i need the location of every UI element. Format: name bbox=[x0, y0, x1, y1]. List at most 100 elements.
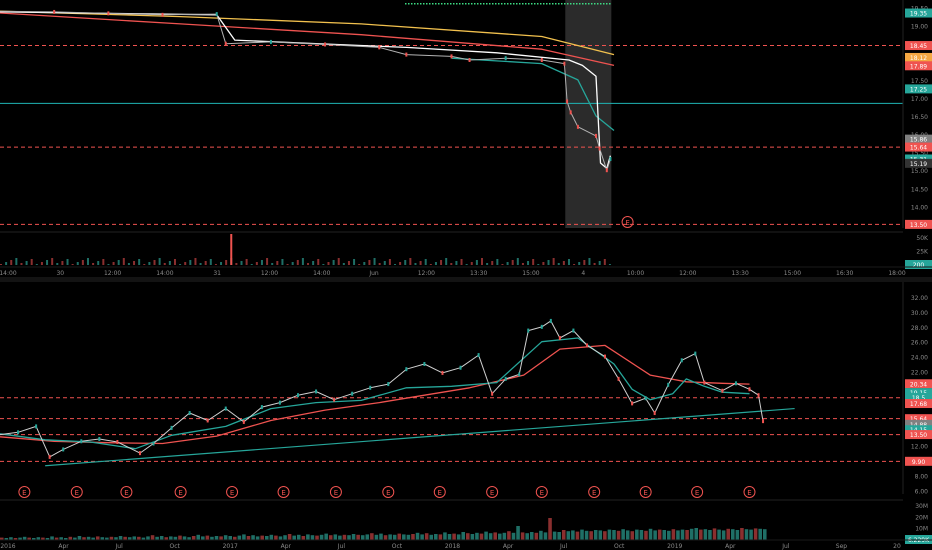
pane-divider[interactable] bbox=[0, 277, 932, 282]
price-label-badge[interactable] bbox=[905, 8, 932, 18]
signal-dot bbox=[573, 3, 575, 5]
price-label-badge[interactable] bbox=[905, 456, 932, 466]
earnings-event-marker[interactable] bbox=[329, 486, 342, 498]
volume-bar bbox=[310, 535, 315, 540]
price-label-badge[interactable] bbox=[905, 84, 932, 94]
volume-bar bbox=[9, 537, 13, 540]
signal-dot bbox=[600, 3, 602, 5]
volume-bar bbox=[27, 537, 31, 540]
candle bbox=[296, 393, 299, 398]
volume-bar bbox=[163, 263, 166, 265]
candle bbox=[644, 396, 647, 401]
earnings-event-marker[interactable] bbox=[174, 486, 187, 498]
time-axis-tick: 13:30 bbox=[470, 270, 487, 277]
earnings-event-marker[interactable] bbox=[535, 486, 548, 498]
signal-dot bbox=[606, 3, 608, 5]
volume-bar bbox=[358, 264, 361, 265]
volume-bar bbox=[278, 536, 283, 540]
moving-average-line bbox=[0, 10, 615, 56]
price-label-badge[interactable] bbox=[905, 41, 932, 51]
volume-bar bbox=[593, 530, 598, 540]
candle bbox=[504, 376, 507, 381]
volume-bar bbox=[452, 533, 456, 540]
price-label-badge[interactable] bbox=[905, 61, 932, 71]
daily-chart-pane[interactable]: E E E E E E E E E E E E E E E 32.00 30.00 28.00 26.00 24.00… bbox=[0, 282, 932, 550]
earnings-event-marker[interactable] bbox=[743, 486, 756, 498]
price-label-badge[interactable] bbox=[905, 158, 932, 168]
volume-bar bbox=[409, 258, 412, 265]
price-label-badge[interactable] bbox=[905, 142, 932, 152]
candle bbox=[224, 41, 227, 46]
volume-bar bbox=[20, 263, 23, 265]
earnings-event-marker[interactable] bbox=[277, 486, 290, 498]
trendline[interactable] bbox=[45, 407, 795, 467]
price-label-badge[interactable] bbox=[905, 399, 932, 409]
volume-bar bbox=[225, 260, 228, 265]
price-axis-tick: 24.00 bbox=[911, 355, 928, 362]
volume-bar bbox=[635, 529, 639, 540]
time-axis-tick: Jul bbox=[337, 543, 346, 550]
price-label-badge[interactable] bbox=[905, 388, 932, 398]
earnings-event-label: E bbox=[334, 489, 338, 497]
price-label-badge[interactable] bbox=[905, 134, 932, 144]
volume-bar bbox=[598, 530, 603, 540]
signal-dot bbox=[552, 3, 554, 5]
signal-dot bbox=[447, 3, 449, 5]
price-label-badge[interactable] bbox=[905, 419, 932, 429]
candle bbox=[527, 328, 530, 333]
signal-dot bbox=[498, 3, 500, 5]
earnings-event-marker[interactable] bbox=[18, 486, 31, 498]
earnings-event-marker[interactable] bbox=[226, 486, 239, 498]
price-label-badge[interactable] bbox=[905, 414, 932, 424]
earnings-event-marker[interactable] bbox=[120, 486, 133, 498]
time-axis-tick: Sep bbox=[836, 543, 848, 550]
price-axis-tick: 16.50 bbox=[911, 114, 928, 121]
time-axis-tick: Apr bbox=[58, 543, 69, 550]
volume-bar bbox=[567, 259, 570, 265]
volume-bar bbox=[250, 264, 253, 265]
earnings-event-marker[interactable] bbox=[382, 486, 395, 498]
earnings-event-label: E bbox=[625, 219, 629, 227]
price-label-value: 13.50 bbox=[910, 222, 927, 229]
earnings-event-marker[interactable] bbox=[639, 486, 652, 498]
volume-bar bbox=[429, 264, 432, 265]
candle bbox=[206, 418, 209, 423]
earnings-event-marker[interactable] bbox=[691, 486, 704, 498]
volume-bar bbox=[169, 536, 173, 540]
price-label-value: 20.34 bbox=[910, 381, 927, 388]
volume-bar bbox=[557, 263, 560, 265]
intraday-chart[interactable]: E19.5019.0018.5018.0017.5017.0016.5016.0… bbox=[0, 0, 932, 277]
volume-bar bbox=[274, 535, 278, 540]
volume-bar bbox=[312, 261, 315, 265]
price-label-badge[interactable] bbox=[905, 392, 932, 402]
plot-background bbox=[0, 0, 932, 277]
price-label-badge[interactable] bbox=[905, 430, 932, 440]
volume-bar bbox=[571, 530, 575, 540]
price-label-badge[interactable] bbox=[905, 52, 932, 62]
volume-bar bbox=[475, 532, 479, 540]
earnings-event-marker[interactable] bbox=[621, 216, 634, 228]
earnings-event-marker[interactable] bbox=[70, 486, 83, 498]
price-label-badge[interactable] bbox=[905, 425, 932, 435]
volume-bar bbox=[255, 262, 258, 265]
price-label-value: 9.90 bbox=[912, 459, 926, 466]
earnings-event-marker[interactable] bbox=[486, 486, 499, 498]
volume-bar bbox=[653, 530, 657, 540]
intraday-chart-pane[interactable]: E19.5019.0018.5018.0017.5017.0016.5016.0… bbox=[0, 0, 932, 277]
earnings-event-marker[interactable] bbox=[433, 486, 446, 498]
daily-chart[interactable]: E E E E E E E E E E E E E E E 32.00 30.00 28.00 26.00 24.00… bbox=[0, 282, 932, 550]
candle bbox=[351, 391, 354, 396]
volume-bar bbox=[233, 536, 237, 540]
volume-bar bbox=[146, 536, 150, 540]
volume-bar bbox=[662, 530, 667, 540]
price-label-badge[interactable] bbox=[905, 219, 932, 229]
price-axis-tick: 14.50 bbox=[911, 186, 928, 193]
price-axis-tick: 17.00 bbox=[911, 96, 928, 103]
earnings-event-label: E bbox=[75, 489, 79, 497]
price-label-badge[interactable] bbox=[905, 379, 932, 389]
volume-bar bbox=[264, 536, 269, 540]
earnings-event-marker[interactable] bbox=[588, 486, 601, 498]
volume-bar bbox=[219, 536, 223, 540]
volume-bar bbox=[542, 262, 545, 265]
volume-bar bbox=[286, 264, 289, 265]
